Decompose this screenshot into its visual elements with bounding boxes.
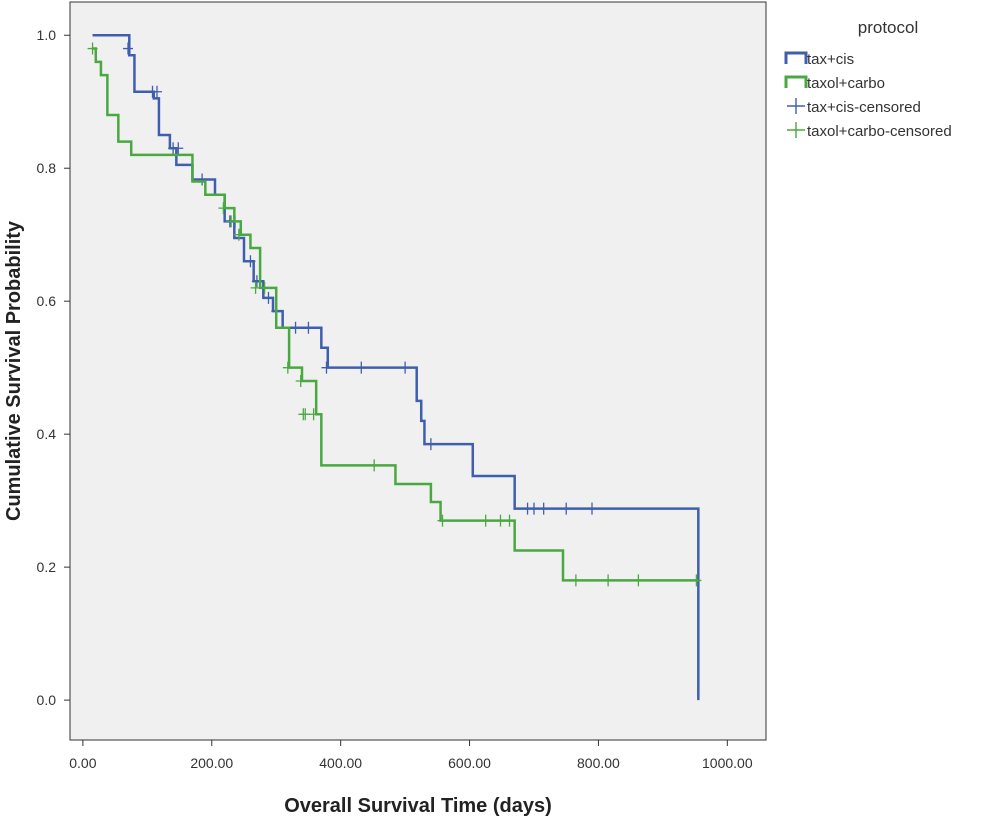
censored-marker-taxol-carbo [480, 514, 491, 527]
censored-marker-tax-cis [561, 502, 572, 515]
legend-items: tax+cis taxol+carbo tax+cis-censored taxol+… [784, 51, 952, 140]
x-axis: 0.00 200.00 400.00 600.00 800.00 1000.00 [69, 740, 753, 771]
y-tick-label: 0.2 [37, 559, 57, 575]
censored-marker-tax-cis [263, 291, 274, 304]
censored-marker-taxol-carbo [308, 408, 319, 421]
censored-marker-tax-cis [400, 361, 411, 374]
x-tick-label: 800.00 [577, 755, 620, 771]
legend-swatch-line [784, 75, 808, 88]
censored-marker-taxol-carbo [233, 228, 244, 241]
censored-marker-taxol-carbo [691, 574, 702, 587]
censored-marker-tax-cis [123, 42, 133, 55]
legend-swatch-marker [787, 98, 805, 114]
legend-swatch-line [784, 51, 808, 64]
censored-marker-taxol-carbo [495, 514, 506, 527]
x-axis-label: Overall Survival Time (days) [284, 795, 552, 817]
censored-marker-taxol-carbo [250, 281, 261, 294]
censored-marker-tax-cis [152, 85, 162, 98]
censored-marker-tax-cis [321, 361, 332, 374]
x-tick-label: 0.00 [69, 755, 96, 771]
censored-marker-taxol-carbo [282, 361, 293, 374]
legend-swatch-marker [787, 122, 805, 138]
censored-marker-tax-cis [303, 321, 314, 334]
censored-marker-taxol-carbo [437, 514, 448, 527]
plot-background [69, 1, 767, 741]
censored-marker-tax-cis [290, 321, 301, 334]
censored-marker-tax-cis [587, 502, 597, 515]
x-tick-label: 200.00 [190, 755, 233, 771]
y-tick-label: 0.4 [37, 426, 57, 442]
legend-label: taxol+carbo-censored [807, 123, 952, 140]
censored-marker-tax-cis [425, 438, 436, 451]
x-tick-label: 1000.00 [702, 755, 753, 771]
censored-marker-tax-cis [245, 255, 256, 268]
series-line-taxol-carbo [92, 47, 699, 582]
censored-marker-tax-cis [529, 502, 539, 515]
censored-marker-taxol-carbo [603, 574, 614, 587]
legend-label: taxol+carbo [807, 75, 885, 92]
x-tick-label: 400.00 [319, 755, 362, 771]
legend-label: tax+cis-censored [807, 99, 921, 116]
y-tick-label: 0.8 [37, 160, 57, 176]
censored-marker-taxol-carbo [300, 408, 311, 421]
legend-title: protocol [858, 18, 918, 37]
legend-label: tax+cis [807, 51, 854, 68]
y-tick-label: 1.0 [37, 27, 57, 43]
legend: protocol tax+cis taxol+carbo tax+cis-censo… [784, 18, 952, 140]
censored-marker-taxol-carbo [369, 459, 380, 472]
series-layer [87, 33, 702, 701]
y-tick-label: 0.0 [37, 692, 57, 708]
censored-marker-tax-cis [173, 142, 184, 155]
censored-marker-taxol-carbo [570, 574, 581, 587]
censored-marker-taxol-carbo [218, 202, 229, 215]
y-axis-label: Cumulative Survival Probability [3, 220, 25, 521]
censored-marker-tax-cis [538, 502, 549, 515]
censored-marker-tax-cis [197, 173, 208, 186]
censored-marker-taxol-carbo [504, 514, 515, 527]
y-tick-label: 0.6 [37, 293, 57, 309]
censored-marker-taxol-carbo [295, 374, 306, 387]
censored-marker-taxol-carbo [633, 574, 644, 587]
censored-marker-taxol-carbo [226, 215, 237, 228]
censored-marker-tax-cis [356, 361, 367, 374]
censored-marker-taxol-carbo [259, 281, 270, 294]
y-axis: 0.0 0.2 0.4 0.6 0.8 1.0 [37, 27, 70, 708]
x-tick-label: 600.00 [448, 755, 491, 771]
censored-marker-taxol-carbo [87, 42, 98, 55]
